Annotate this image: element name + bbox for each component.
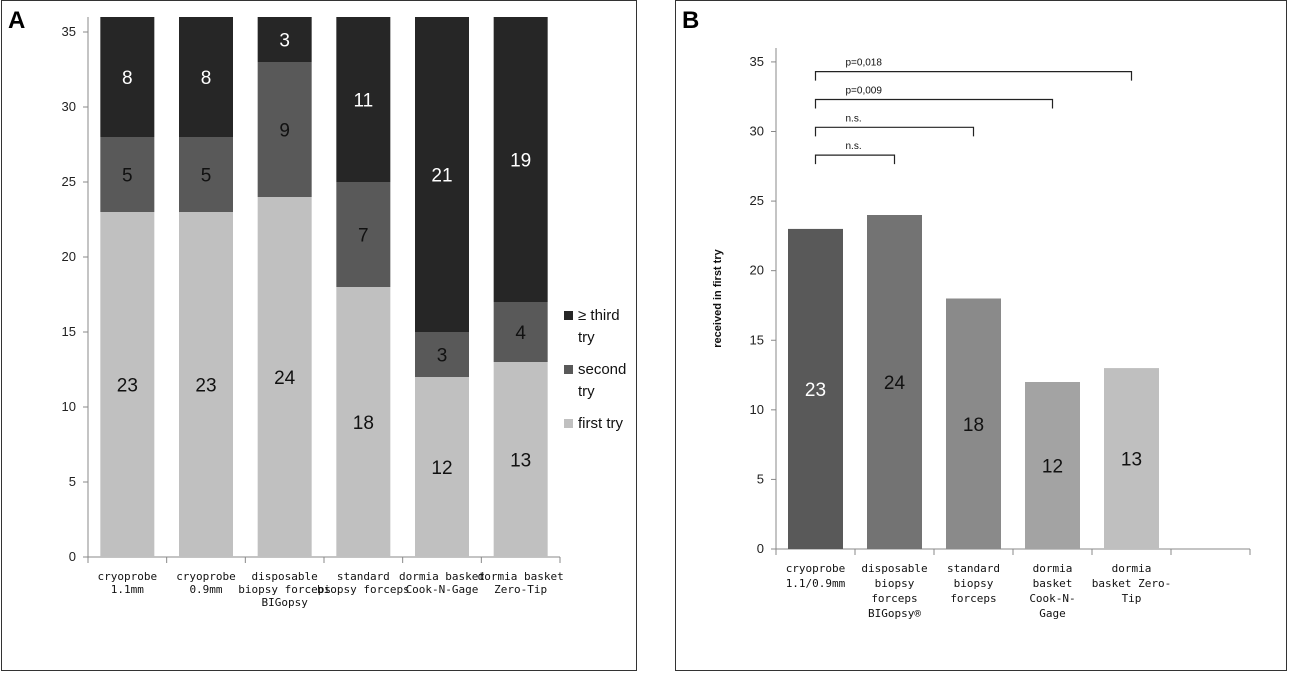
- data-label: 18: [353, 413, 374, 434]
- bar-segment: [493, 362, 548, 557]
- panel-b: B 0 5 10 15 20 25 30 35 received in first try 23 c…: [675, 0, 1287, 671]
- legend-entry: first try: [578, 415, 623, 432]
- y-tick-label: 35: [750, 54, 764, 69]
- bar-segment: [336, 17, 391, 182]
- legend-swatch: [564, 365, 573, 374]
- bar-segment: [336, 182, 391, 287]
- bar-segment: [100, 137, 155, 212]
- data-label: 12: [431, 458, 452, 479]
- panel-a-label: A: [8, 7, 26, 34]
- bar-segment: [100, 17, 155, 137]
- bar: [788, 228, 843, 549]
- bar: [946, 298, 1001, 549]
- data-label: 4: [515, 323, 526, 344]
- legend-swatch: [564, 311, 573, 320]
- x-tick-label: standard biopsy forceps: [947, 562, 1000, 605]
- y-tick-label: 25: [62, 174, 76, 189]
- legend-entry: second try: [578, 361, 626, 400]
- y-tick-label: 20: [750, 263, 764, 278]
- bar-segment: [493, 17, 548, 302]
- y-tick-label: 35: [62, 24, 76, 39]
- y-axis-title: received in first try: [712, 248, 724, 347]
- y-tick-label: 5: [69, 474, 76, 489]
- data-label: 19: [510, 151, 531, 172]
- bar-segment: [257, 17, 312, 62]
- bar-segment: [179, 137, 233, 212]
- bar-segment: [415, 17, 469, 332]
- y-tick-label: 15: [62, 324, 76, 339]
- data-label: 13: [510, 451, 531, 472]
- data-label: 3: [437, 346, 448, 367]
- x-tick-label: disposable biopsy forceps BIGopsy: [238, 570, 331, 609]
- bar-segment: [257, 197, 312, 557]
- bar-segment: [257, 62, 312, 197]
- data-label: 23: [195, 376, 216, 397]
- data-label: 7: [358, 226, 369, 247]
- data-label: 11: [353, 91, 373, 112]
- significance-label: n.s.: [846, 113, 862, 124]
- y-tick-label: 10: [62, 399, 76, 414]
- data-label: 24: [884, 373, 906, 394]
- y-tick-label: 25: [750, 193, 764, 208]
- first-try-bar-chart: 0 5 10 15 20 25 30 35 received in first try 23 cry…: [712, 48, 1251, 620]
- significance-label: n.s.: [846, 141, 862, 152]
- bar-segment: [179, 212, 233, 557]
- x-tick-label: cryoprobe 1.1mm: [98, 570, 158, 596]
- x-tick-label: dormia basket Zero-Tip: [1092, 562, 1171, 605]
- data-label: 8: [122, 68, 133, 89]
- y-tick-label: 20: [62, 249, 76, 264]
- significance-bracket: [814, 126, 975, 137]
- legend-swatch: [564, 419, 573, 428]
- data-label: 5: [201, 166, 212, 187]
- legend-entry: ≥ third try: [578, 307, 620, 346]
- panel-a: A 0 5 10 15 20 25 30 35 23 5 8 cryoprobe 1.1mm 23 5 8 cr…: [1, 0, 637, 671]
- bar-segment: [179, 17, 233, 137]
- y-tick-label: 30: [62, 99, 76, 114]
- bar-segment: [100, 212, 155, 557]
- significance-label: p=0,018: [846, 58, 883, 69]
- significance-bracket: [814, 154, 896, 165]
- y-tick-label: 30: [750, 124, 764, 139]
- data-label: 8: [201, 68, 212, 89]
- y-tick-label: 5: [757, 471, 764, 486]
- data-label: 12: [1042, 457, 1063, 478]
- stacked-bar-chart: 0 5 10 15 20 25 30 35 23 5 8 cryoprobe 1.1mm 23 5 8 cryo…: [62, 17, 626, 609]
- data-label: 23: [805, 380, 826, 401]
- data-label: 9: [279, 121, 290, 142]
- x-tick-label: disposable biopsy forceps BIGopsy®: [861, 562, 927, 620]
- bar: [1104, 368, 1159, 549]
- data-label: 18: [963, 415, 984, 436]
- data-label: 13: [1121, 450, 1142, 471]
- bar-segment: [415, 332, 469, 377]
- x-tick-label: cryoprobe 0.9mm: [176, 570, 236, 596]
- bar: [1025, 382, 1080, 549]
- x-tick-label: dormia basket Zero-Tip: [478, 570, 564, 596]
- x-tick-label: dormia basket Cook-N-Gage: [1029, 562, 1075, 620]
- significance-bracket: [814, 71, 1133, 81]
- y-tick-label: 0: [69, 549, 76, 564]
- bar-segment: [336, 287, 391, 557]
- panel-b-label: B: [682, 7, 700, 34]
- data-label: 3: [279, 31, 290, 52]
- data-label: 24: [274, 368, 296, 389]
- x-tick-label: standard biopsy forceps: [317, 570, 410, 596]
- bar: [867, 215, 922, 549]
- data-label: 5: [122, 166, 133, 187]
- bar-segment: [415, 377, 469, 557]
- data-label: 23: [117, 376, 138, 397]
- y-tick-label: 15: [750, 332, 764, 347]
- x-tick-label: cryoprobe 1.1/0.9mm: [786, 562, 846, 590]
- y-tick-label: 0: [757, 541, 764, 556]
- bar-segment: [493, 302, 548, 362]
- data-label: 21: [431, 166, 452, 187]
- significance-bracket: [814, 98, 1054, 109]
- significance-label: p=0,009: [846, 85, 883, 96]
- y-tick-label: 10: [750, 402, 764, 417]
- x-tick-label: dormia basket Cook-N-Gage: [399, 570, 485, 596]
